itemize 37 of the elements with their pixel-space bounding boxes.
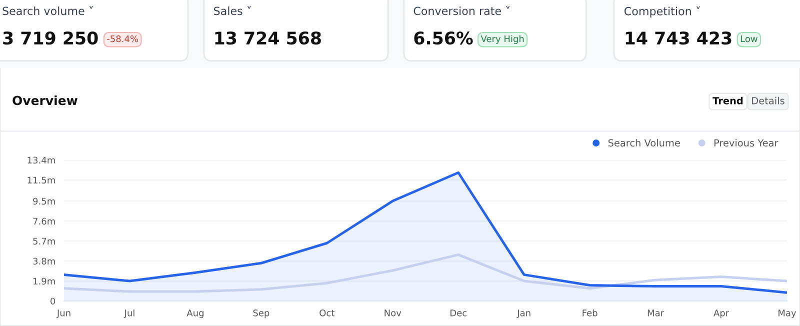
y-tick-label: 3.8m — [33, 258, 55, 265]
text: 13 724 568 — [215, 31, 321, 45]
legend-label: Previous Year — [714, 139, 778, 147]
text: Very High — [480, 35, 524, 44]
y-tick-label: 7.6m — [33, 218, 55, 225]
y-tick-label: 1.9m — [34, 278, 55, 285]
y-tick-label: 11.5m — [28, 176, 55, 184]
x-tick-label: Dec — [450, 310, 467, 316]
x-tick-label: Oct — [320, 309, 334, 316]
x-tick-label: Jul — [124, 309, 134, 318]
y-tick-label: 9.5m — [33, 198, 55, 205]
text: Competition ˅ — [624, 6, 700, 18]
x-tick-label: Nov — [384, 310, 402, 316]
text: 3 719 250 — [3, 31, 98, 45]
x-tick-label: May — [778, 310, 796, 318]
y-tick-label: 0 — [50, 298, 56, 305]
text: Low — [740, 35, 758, 42]
line-series — [64, 253, 787, 293]
text: Conversion rate ˅ — [414, 6, 510, 16]
y-tick-label: 5.7m — [33, 238, 55, 245]
x-tick-label: Aug — [186, 310, 204, 318]
legend-label: Search Volume — [608, 139, 680, 147]
text: 14 743 423 — [626, 31, 732, 45]
text: Search volume ˅ — [2, 6, 93, 16]
x-tick-label: Apr — [714, 310, 730, 318]
x-tick-label: Sep — [253, 309, 270, 318]
text: Sales ˅ — [214, 6, 251, 16]
x-tick-label: Jun — [56, 310, 70, 318]
text: -58.4% — [107, 35, 138, 42]
text: 6.56% — [414, 31, 473, 45]
text: Details — [752, 96, 784, 104]
x-tick-label: Feb — [582, 309, 598, 316]
y-tick-label: 13.4m — [28, 156, 55, 164]
x-tick-label: Mar — [648, 310, 664, 316]
text: Trend — [712, 96, 743, 104]
chart-title: Overview — [12, 95, 78, 106]
x-tick-label: Jan — [516, 310, 530, 318]
